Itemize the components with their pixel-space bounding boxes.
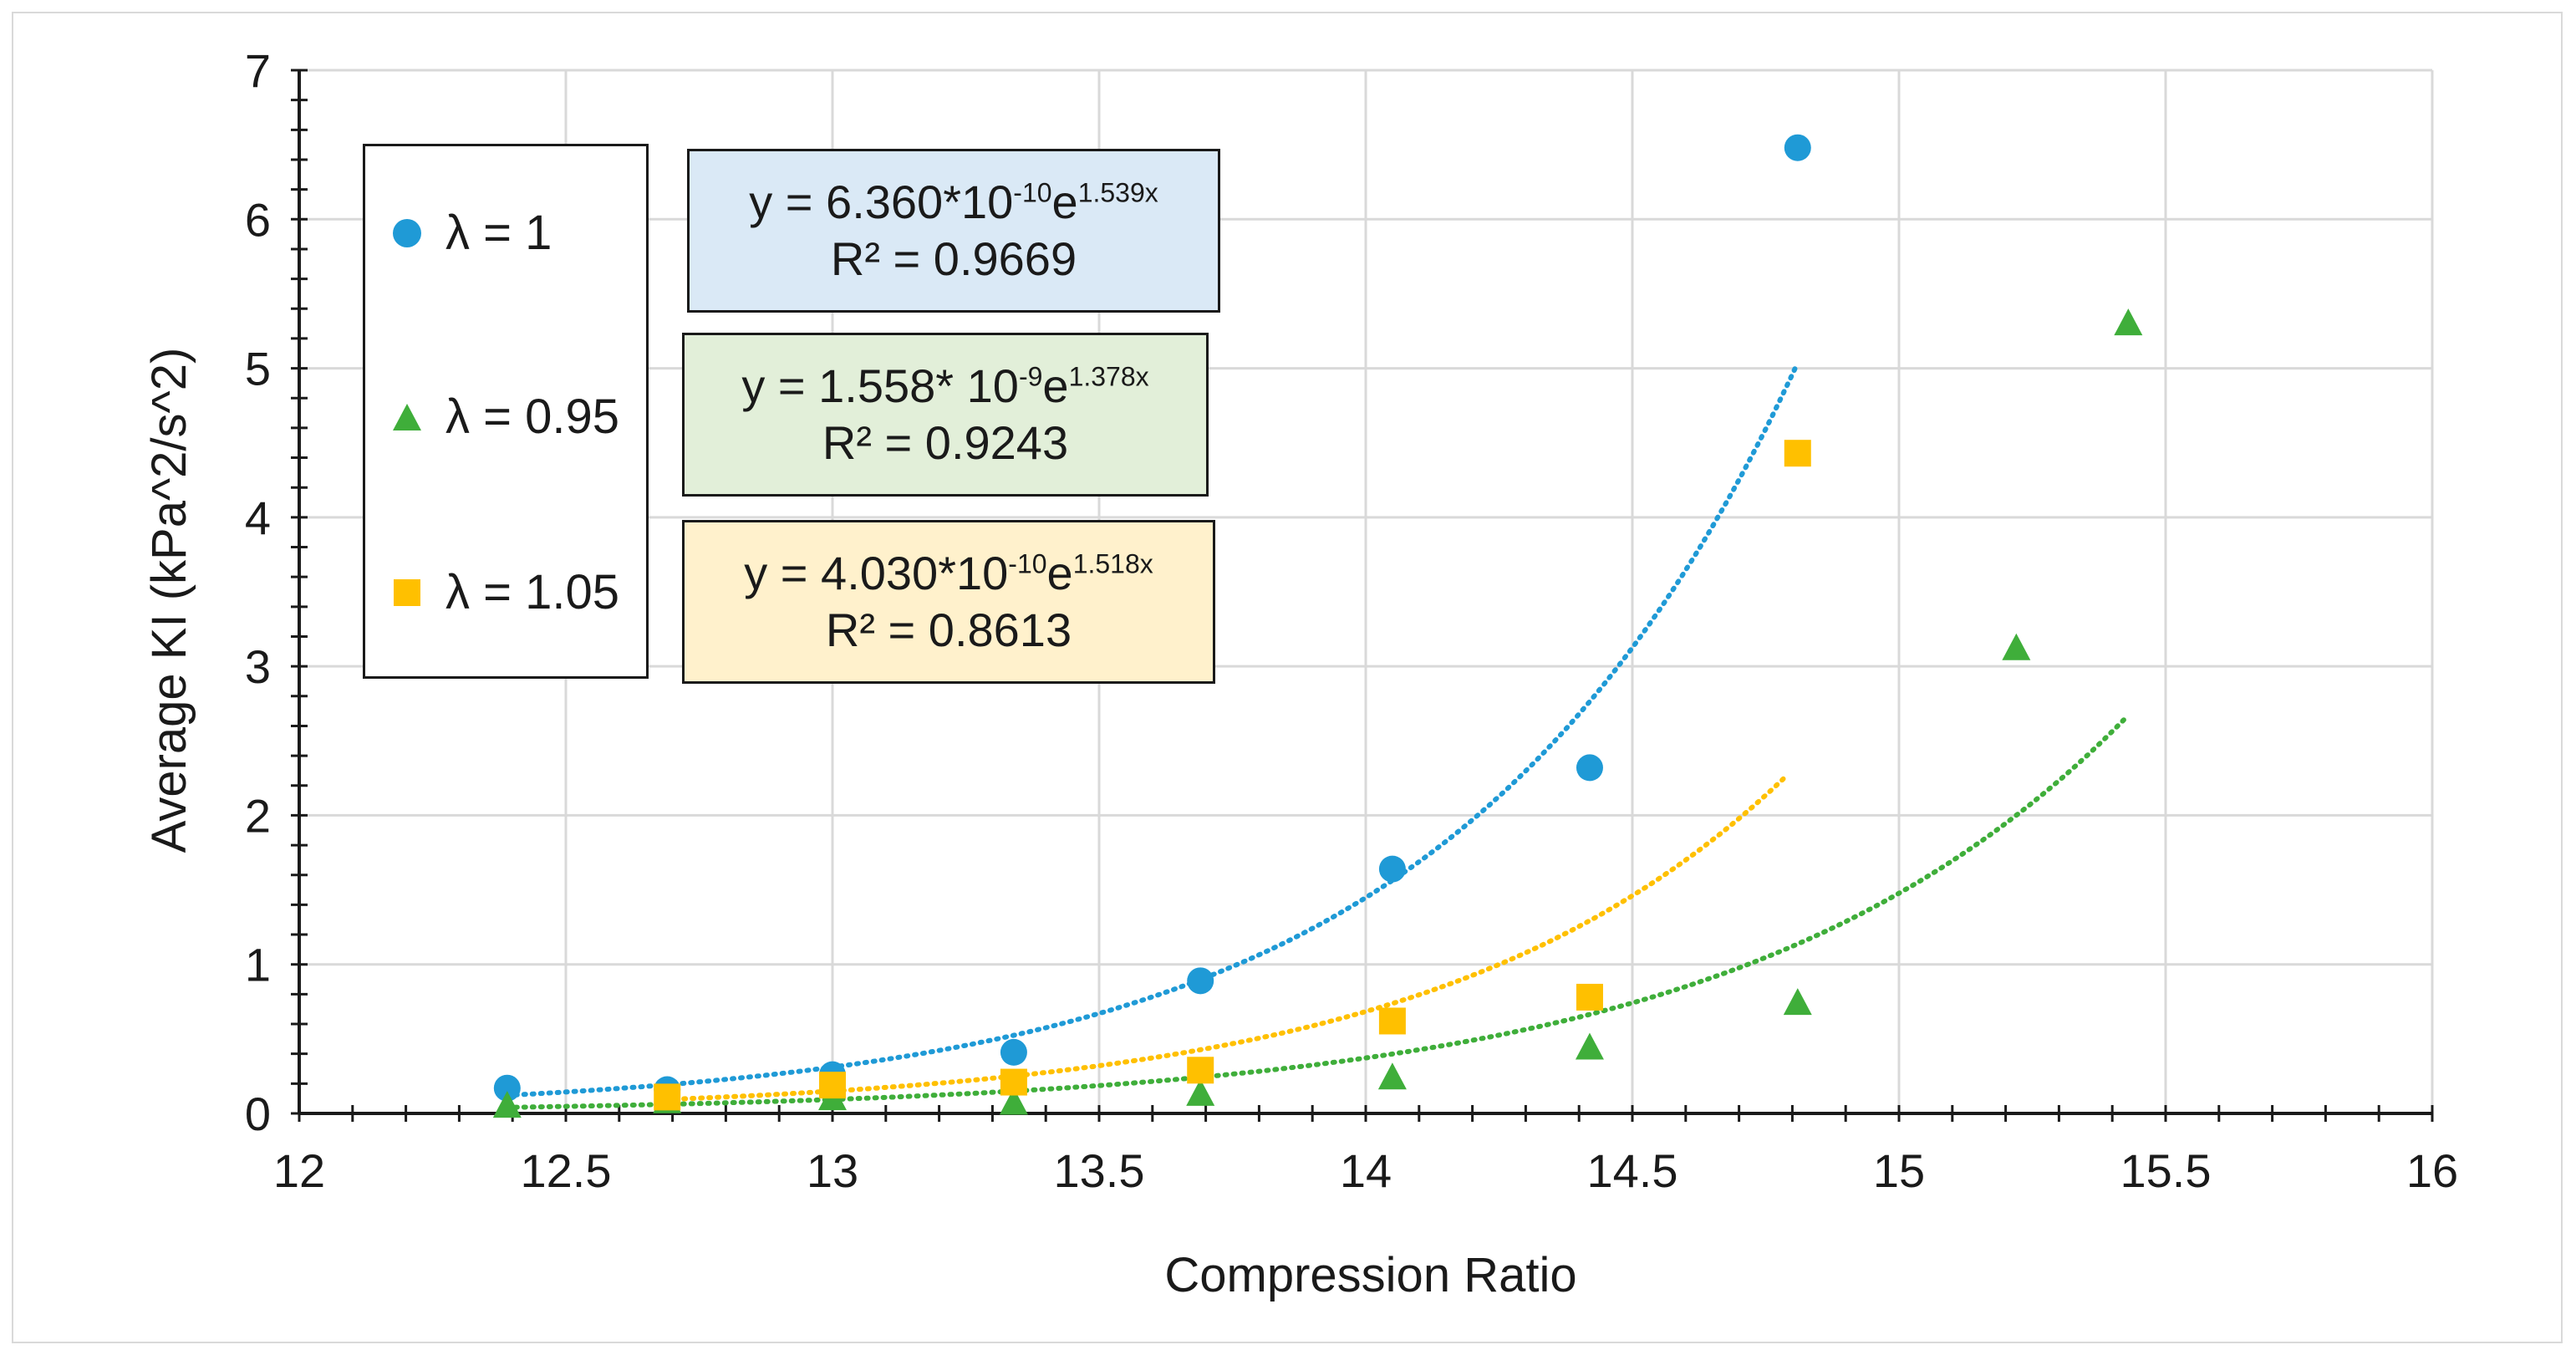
data-points — [492, 134, 2143, 1118]
square-marker-icon — [394, 578, 420, 606]
x-tick-label: 13 — [807, 1144, 858, 1197]
x-tick-label: 14.5 — [1587, 1144, 1678, 1197]
data-point-series-1 — [2114, 308, 2143, 336]
data-point-series-0 — [1784, 134, 1811, 161]
data-point-series-2 — [1576, 983, 1603, 1011]
equation-text: y = 4.030*10-10e1.518x — [744, 546, 1153, 599]
data-point-series-1 — [1377, 1062, 1407, 1090]
x-tick-label: 15 — [1873, 1144, 1925, 1197]
x-tick-label: 16 — [2406, 1144, 2458, 1197]
equation-text: y = 1.558* 10-9e1.378x — [741, 359, 1149, 412]
data-point-series-1 — [2002, 633, 2031, 660]
data-point-series-0 — [1378, 855, 1406, 883]
y-tick-label: 6 — [245, 193, 271, 246]
legend-label: λ = 1 — [445, 206, 552, 260]
data-point-series-1 — [1575, 1032, 1604, 1060]
x-tick-label: 13.5 — [1054, 1144, 1145, 1197]
x-tick-label: 15.5 — [2120, 1144, 2212, 1197]
y-axis-label: Average KI (kPa^2/s^2) — [142, 348, 196, 853]
x-tick-label: 12.5 — [521, 1144, 612, 1197]
y-tick-label: 4 — [245, 492, 271, 544]
data-point-series-2 — [654, 1083, 681, 1111]
data-point-series-2 — [1187, 1057, 1214, 1084]
data-point-series-0 — [1187, 967, 1214, 995]
r-squared-text: R² = 0.8613 — [825, 604, 1072, 656]
data-point-series-1 — [492, 1091, 522, 1118]
circle-marker-icon — [393, 218, 421, 247]
legend-item-lambda-0-95: λ = 0.95 — [390, 389, 619, 445]
legend-item-lambda-1-05: λ = 1.05 — [390, 564, 619, 620]
equation-box-lambda-1-05: y = 4.030*10-10e1.518x R² = 0.8613 — [682, 520, 1215, 684]
data-point-series-2 — [1000, 1068, 1027, 1096]
equation-box-lambda-1: y = 6.360*10-10e1.539x R² = 0.9669 — [687, 149, 1220, 313]
y-tick-label: 5 — [245, 343, 271, 395]
data-point-series-2 — [1378, 1007, 1406, 1035]
equation-text: y = 6.360*10-10e1.539x — [749, 175, 1158, 228]
triangle-marker-icon — [393, 403, 421, 430]
trendline-series-1 — [504, 712, 2131, 1110]
chart-frame — [12, 12, 2563, 1343]
legend-item-lambda-1: λ = 1 — [390, 205, 552, 261]
r-squared-text: R² = 0.9669 — [830, 232, 1077, 285]
trendlines — [504, 360, 2131, 1110]
legend: λ = 1 λ = 0.95 λ = 1.05 — [363, 144, 649, 679]
trendline-series-2 — [664, 772, 1789, 1103]
data-point-series-0 — [1576, 754, 1603, 782]
equation-box-lambda-0-95: y = 1.558* 10-9e1.378x R² = 0.9243 — [682, 333, 1209, 497]
y-tick-label: 2 — [245, 789, 271, 842]
y-tick-label: 3 — [245, 640, 271, 693]
x-tick-label: 14 — [1340, 1144, 1392, 1197]
r-squared-text: R² = 0.9243 — [822, 416, 1069, 469]
legend-label: λ = 0.95 — [445, 390, 619, 444]
axes — [291, 69, 2434, 1122]
data-point-series-2 — [819, 1072, 846, 1099]
data-point-series-1 — [1783, 988, 1812, 1016]
data-point-series-0 — [1000, 1038, 1027, 1066]
x-axis-label: Compression Ratio — [1164, 1248, 1576, 1302]
data-point-series-0 — [493, 1074, 521, 1102]
data-point-series-2 — [1784, 440, 1811, 467]
data-point-series-1 — [1186, 1078, 1215, 1106]
y-tick-label: 0 — [245, 1088, 271, 1140]
y-tick-label: 1 — [245, 939, 271, 991]
data-point-series-1 — [999, 1088, 1028, 1115]
x-tick-label: 12 — [273, 1144, 325, 1197]
y-tick-label: 7 — [245, 44, 271, 97]
trendline-series-0 — [504, 360, 1800, 1098]
legend-label: λ = 1.05 — [445, 565, 619, 619]
